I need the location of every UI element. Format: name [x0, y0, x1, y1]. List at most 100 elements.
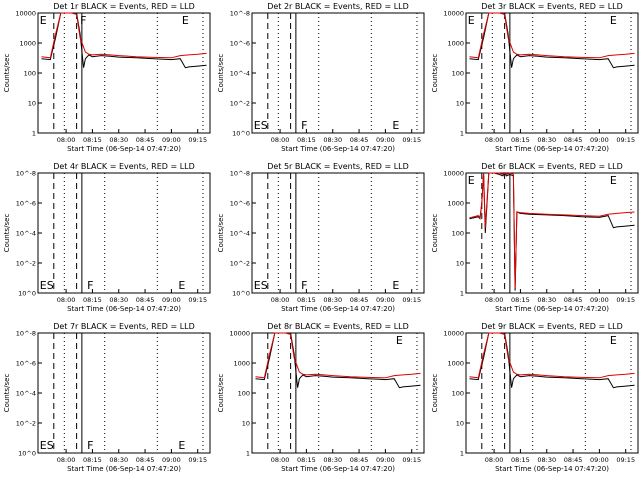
x-tick-label: 08:00	[57, 296, 76, 304]
x-tick-label: 09:00	[162, 296, 181, 304]
lld-series-line	[469, 172, 635, 288]
x-axis-label: Start Time (06-Sep-14 07:47:20)	[495, 305, 609, 313]
x-tick-label: 09:15	[188, 456, 207, 464]
event-marker-label: F	[301, 279, 307, 292]
plot-frame	[251, 332, 425, 454]
x-tick-label: 08:00	[485, 456, 504, 464]
x-tick-label: 09:15	[616, 136, 635, 144]
x-tick-label: 09:00	[162, 456, 181, 464]
x-tick-label: 09:00	[376, 456, 395, 464]
y-tick-label: 10	[456, 260, 464, 268]
event-marker-label: F	[87, 279, 93, 292]
y-tick-label: 10^-4	[230, 70, 250, 78]
x-tick-label: 08:15	[83, 136, 102, 144]
x-tick-label: 08:30	[537, 296, 556, 304]
y-tick-label: 10^-6	[16, 200, 36, 208]
y-tick-label: 100	[452, 70, 464, 78]
panel-title: Det 2r BLACK = Events, RED = LLD	[267, 2, 409, 11]
x-tick-label: 09:00	[376, 136, 395, 144]
y-tick-label: 10^0	[232, 130, 250, 138]
y-tick-label: 10^-6	[230, 40, 250, 48]
y-tick-label: 100	[24, 70, 36, 78]
y-tick-label: 10^0	[18, 450, 36, 458]
y-tick-label: 10000	[229, 330, 250, 338]
y-tick-label: 1	[460, 130, 464, 138]
y-axis-label: Counts/sec	[3, 214, 11, 253]
x-tick-label: 09:00	[590, 296, 609, 304]
event-marker-label: F	[301, 119, 307, 132]
event-marker-label: F	[80, 14, 86, 27]
x-tick-label: 08:15	[83, 296, 102, 304]
y-tick-label: 10^0	[18, 290, 36, 298]
y-axis-label: Counts/sec	[431, 374, 439, 413]
chart-panel: Det 1r BLACK = Events, RED = LLD 08:00 08:…	[3, 2, 211, 153]
y-tick-label: 10^-8	[230, 170, 250, 178]
x-tick-label: 08:00	[485, 296, 504, 304]
event-marker-label: E	[254, 119, 261, 132]
panel-title: Det 1r BLACK = Events, RED = LLD	[53, 2, 195, 11]
event-marker-label: E	[396, 334, 403, 347]
x-tick-label: 08:30	[109, 296, 128, 304]
x-axis-label: Start Time (06-Sep-14 07:47:20)	[495, 145, 609, 153]
y-tick-label: 10^-6	[16, 360, 36, 368]
x-tick-label: 09:15	[616, 456, 635, 464]
chart-panel: Det 9r BLACK = Events, RED = LLD 08:00 08:…	[431, 322, 639, 473]
chart-panel: Det 6r BLACK = Events, RED = LLD 08:00 08:…	[431, 162, 639, 313]
x-tick-label: 08:30	[109, 136, 128, 144]
x-axis-label: Start Time (06-Sep-14 07:47:20)	[67, 145, 181, 153]
panel-title: Det 3r BLACK = Events, RED = LLD	[481, 2, 623, 11]
plot-frame	[465, 332, 639, 454]
x-tick-label: 08:00	[271, 296, 290, 304]
y-tick-label: 10^-8	[230, 10, 250, 18]
x-tick-label: 08:30	[109, 456, 128, 464]
x-tick-label: 08:30	[323, 296, 342, 304]
x-tick-label: 08:45	[564, 136, 583, 144]
x-tick-label: 08:15	[297, 296, 316, 304]
x-tick-label: 08:15	[297, 136, 316, 144]
y-tick-label: 1000	[19, 40, 36, 48]
plot-frame	[251, 172, 425, 294]
panel-title: Det 8r BLACK = Events, RED = LLD	[267, 322, 409, 331]
y-tick-label: 10	[28, 100, 36, 108]
x-tick-label: 09:00	[162, 136, 181, 144]
y-tick-label: 1000	[447, 360, 464, 368]
panel-title: Det 4r BLACK = Events, RED = LLD	[53, 162, 195, 171]
x-tick-label: 08:45	[564, 296, 583, 304]
x-tick-label: 09:00	[590, 136, 609, 144]
y-tick-label: 10^-2	[16, 260, 36, 268]
x-tick-label: 08:45	[136, 136, 155, 144]
x-axis-label: Start Time (06-Sep-14 07:47:20)	[281, 465, 395, 473]
x-tick-label: 08:15	[511, 456, 530, 464]
x-tick-label: 08:30	[537, 456, 556, 464]
panel-title: Det 6r BLACK = Events, RED = LLD	[481, 162, 623, 171]
y-tick-label: 10^-2	[230, 260, 250, 268]
y-axis-label: Counts/sec	[217, 54, 225, 93]
y-tick-label: 10^0	[232, 290, 250, 298]
x-tick-label: 09:15	[188, 296, 207, 304]
y-tick-label: 10^-8	[16, 170, 36, 178]
x-tick-label: 08:00	[485, 136, 504, 144]
x-tick-label: 08:45	[350, 136, 369, 144]
event-marker-label: S	[47, 279, 54, 292]
y-tick-label: 10	[456, 100, 464, 108]
chart-panel: Det 5r BLACK = Events, RED = LLD 08:00 08:…	[217, 162, 425, 313]
y-tick-label: 1000	[447, 200, 464, 208]
y-tick-label: 10^-8	[16, 330, 36, 338]
event-marker-label: E	[610, 174, 617, 187]
panel-title: Det 7r BLACK = Events, RED = LLD	[53, 322, 195, 331]
lld-series-line	[469, 12, 635, 59]
plot-frame	[37, 332, 211, 454]
x-tick-label: 09:00	[590, 456, 609, 464]
x-tick-label: 08:30	[537, 136, 556, 144]
y-tick-label: 10^-4	[230, 230, 250, 238]
event-marker-label: F	[87, 439, 93, 452]
chart-panel: Det 4r BLACK = Events, RED = LLD 08:00 08:…	[3, 162, 211, 313]
y-tick-label: 1000	[233, 360, 250, 368]
y-tick-label: 10000	[15, 10, 36, 18]
x-axis-label: Start Time (06-Sep-14 07:47:20)	[281, 145, 395, 153]
event-marker-label: E	[468, 14, 475, 27]
x-tick-label: 09:15	[402, 456, 421, 464]
y-tick-label: 100	[238, 390, 250, 398]
y-tick-label: 10^-6	[230, 200, 250, 208]
x-tick-label: 09:00	[376, 296, 395, 304]
